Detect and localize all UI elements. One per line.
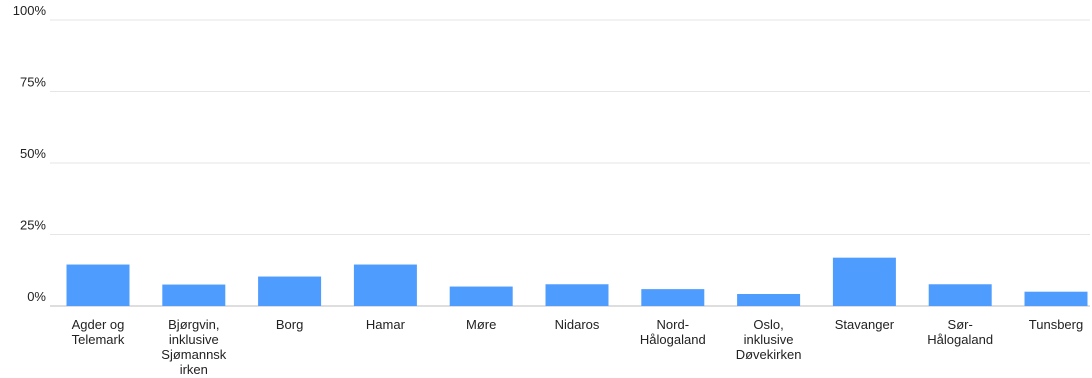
x-category-label-line: Telemark [72, 332, 125, 347]
x-category-label-line: Møre [466, 317, 496, 332]
x-category-label: Oslo, inklusive Døvekirken [736, 317, 802, 362]
y-axis-tick-labels: 0% 25% 50% 75% 100% [13, 3, 47, 304]
bar [353, 264, 417, 306]
bar [258, 276, 322, 306]
y-tick-label: 75% [20, 75, 46, 90]
bars [66, 257, 1088, 306]
x-category-label: Bjørgvin, inklusive Sjømannsk irken [161, 317, 227, 377]
x-category-label-line: Nidaros [555, 317, 600, 332]
x-category-label: Møre [466, 317, 496, 332]
y-tick-label: 100% [13, 3, 47, 18]
x-category-label: Tunsberg [1029, 317, 1083, 332]
bar [1024, 291, 1088, 306]
x-category-label-line: Oslo, [753, 317, 783, 332]
gridlines [50, 19, 1090, 307]
x-category-label-line: Agder og [72, 317, 125, 332]
x-category-label: Nidaros [555, 317, 600, 332]
bar [737, 293, 801, 306]
bar [641, 289, 705, 306]
x-category-label-line: Bjørgvin, [168, 317, 219, 332]
x-category-label-line: Tunsberg [1029, 317, 1083, 332]
x-category-label-line: Borg [276, 317, 303, 332]
x-category-label: Hamar [366, 317, 406, 332]
y-tick-label: 50% [20, 146, 46, 161]
x-category-label: Agder og Telemark [72, 317, 125, 347]
x-category-label: Nord-Hålogaland [640, 317, 706, 347]
x-category-label-line: irken [180, 362, 208, 377]
bar [449, 286, 513, 306]
bar [832, 257, 896, 306]
x-category-label: Borg [276, 317, 303, 332]
x-category-label-line: Hålogaland [927, 332, 993, 347]
x-category-label: Stavanger [835, 317, 895, 332]
x-category-label-line: Døvekirken [736, 347, 802, 362]
bar [928, 284, 992, 306]
x-category-label-line: inklusive [169, 332, 219, 347]
x-category-label-line: inklusive [744, 332, 794, 347]
y-tick-label: 25% [20, 218, 46, 233]
bar [162, 284, 226, 306]
x-category-label-line: Sjømannsk [161, 347, 227, 362]
x-category-label-line: Hålogaland [640, 332, 706, 347]
y-tick-label: 0% [27, 289, 46, 304]
x-category-label-line: Hamar [366, 317, 406, 332]
x-category-label: Sør-Hålogaland [927, 317, 993, 347]
bar [66, 264, 130, 306]
x-category-label-line: Stavanger [835, 317, 895, 332]
x-category-label-line: Nord- [657, 317, 690, 332]
x-category-label-line: Sør- [948, 317, 973, 332]
bar [545, 284, 609, 306]
